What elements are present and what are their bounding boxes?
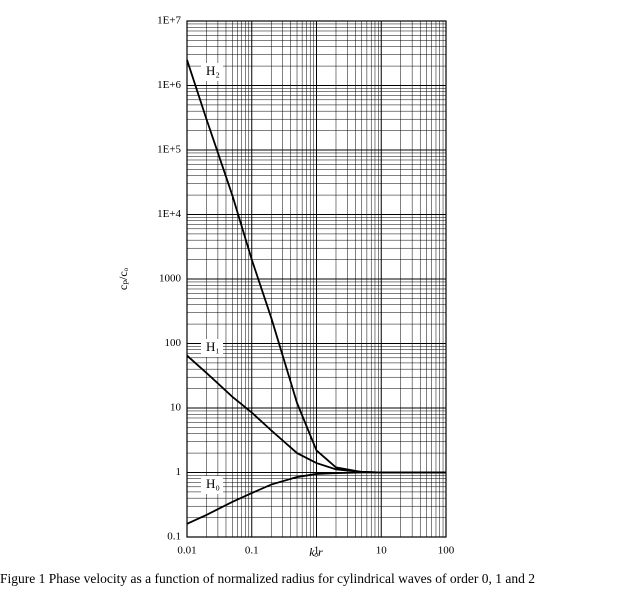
y-tick-label: 1E+4 — [157, 208, 181, 220]
y-tick-label: 1000 — [159, 273, 182, 285]
y-tick-label: 10 — [170, 402, 182, 414]
x-tick-label: 100 — [438, 545, 455, 557]
x-tick-label: 0.01 — [177, 545, 196, 557]
plot-frame — [186, 20, 447, 538]
series-label: H₀ — [206, 476, 220, 491]
y-tick-label: 1E+5 — [157, 144, 181, 156]
y-tick-label: 1E+7 — [157, 15, 181, 27]
y-tick-label: 1E+6 — [157, 79, 181, 91]
x-tick-label: 0.1 — [245, 545, 259, 557]
series-label: H₁ — [206, 339, 220, 354]
series-line — [186, 471, 446, 525]
x-tick-label: 1 — [314, 545, 320, 557]
series-label-bg — [201, 476, 223, 494]
series-label: H₂ — [206, 63, 220, 78]
series-label-bg — [201, 63, 223, 81]
x-tick-label: 10 — [376, 545, 388, 557]
caption: Figure 1 Phase velocity as a function of… — [0, 571, 535, 586]
y-tick-label: 100 — [165, 337, 182, 349]
y-tick-label: 1 — [176, 466, 182, 478]
series-label-bg — [201, 339, 223, 357]
x-axis-label: kₒr — [309, 545, 323, 559]
y-axis-label: cₚ/cₒ — [116, 267, 130, 290]
y-tick-label: 0.1 — [167, 531, 181, 543]
